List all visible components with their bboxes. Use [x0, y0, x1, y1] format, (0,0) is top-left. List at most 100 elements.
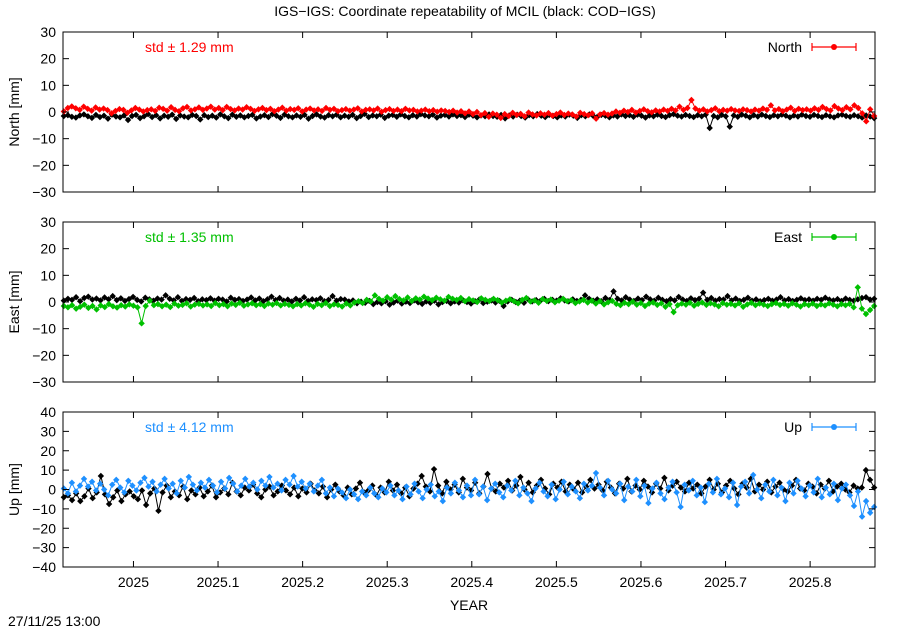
up-data-point	[813, 490, 820, 497]
up-data-point	[825, 477, 833, 484]
north-data-point	[706, 124, 713, 132]
north-data-point	[783, 106, 790, 113]
north-data-point	[231, 107, 238, 114]
north-data-point	[823, 105, 830, 113]
east-y-tick-label: 10	[40, 267, 56, 283]
up-data-point	[447, 490, 455, 497]
up-data-point	[258, 494, 265, 501]
north-data-point	[213, 114, 220, 121]
north-data-point	[726, 123, 733, 130]
up-data-point	[713, 475, 721, 483]
up-data-point	[669, 478, 676, 485]
north-data-point	[429, 111, 437, 118]
up-data-point	[282, 487, 290, 494]
up-data-point	[200, 493, 207, 500]
east-data-point	[728, 297, 735, 304]
north-data-point	[497, 114, 504, 122]
up-y-ticks: 40 30 20 10 0 −10 −20 −30 −40	[32, 404, 875, 575]
up-data-point	[188, 487, 195, 494]
up-data-point	[850, 502, 858, 510]
north-data-point	[261, 112, 268, 119]
north-data-point	[672, 107, 679, 114]
east-data-point	[329, 292, 336, 300]
up-data-point	[68, 496, 76, 504]
north-data-point	[755, 107, 763, 114]
up-data-point	[572, 488, 580, 495]
up-data-point	[72, 488, 80, 495]
up-data-point	[645, 499, 652, 507]
up-data-point	[237, 492, 244, 499]
east-data-point	[150, 302, 158, 309]
up-data-point	[104, 492, 112, 499]
east-data-point	[264, 296, 271, 303]
north-data-point	[787, 104, 794, 111]
north-data-point	[730, 112, 737, 119]
up-data-point	[541, 485, 549, 492]
north-data-point	[164, 113, 172, 120]
north-data-point	[325, 112, 332, 119]
up-data-point	[314, 482, 322, 489]
east-data-point	[699, 299, 706, 306]
east-data-point	[667, 295, 674, 303]
up-data-point	[318, 476, 326, 484]
north-data-point	[517, 110, 524, 118]
up-data-point	[578, 489, 586, 496]
up-data-point	[475, 491, 483, 498]
up-data-point	[814, 475, 821, 483]
north-data-point	[326, 106, 334, 114]
north-data-point	[167, 104, 175, 111]
north-data-point	[247, 105, 254, 112]
north-data-point	[84, 105, 91, 112]
north-data-point	[100, 112, 108, 119]
up-data-point	[229, 480, 237, 487]
east-data-point	[793, 296, 800, 304]
north-y-tick-label: −10	[32, 131, 56, 147]
north-data-point	[616, 109, 624, 116]
up-data-point	[295, 493, 302, 500]
east-data-point	[825, 300, 833, 307]
up-data-point	[125, 477, 132, 484]
up-data-point	[274, 480, 281, 487]
north-data-point	[646, 112, 653, 119]
up-data-point	[238, 482, 245, 489]
east-data-point	[817, 301, 825, 308]
east-data-point	[850, 304, 857, 311]
east-data-point	[418, 300, 426, 308]
up-data-point	[149, 478, 156, 485]
north-data-point	[175, 108, 183, 115]
east-data-point	[604, 299, 612, 306]
east-data-point	[732, 295, 739, 302]
up-data-point	[733, 501, 741, 509]
up-data-point	[395, 487, 402, 494]
east-data-point	[555, 297, 563, 304]
up-data-point	[786, 479, 793, 486]
east-data-point	[813, 302, 821, 310]
up-data-point	[673, 478, 680, 485]
north-data-point	[265, 113, 272, 121]
north-data-point	[842, 112, 850, 120]
up-data-point	[419, 495, 426, 502]
east-data-point	[781, 297, 788, 304]
east-data-point	[846, 296, 853, 304]
north-data-point	[541, 111, 548, 118]
north-data-point	[803, 106, 810, 113]
north-data-point	[723, 107, 731, 114]
up-data-point	[717, 491, 725, 498]
up-data-point	[866, 476, 874, 484]
north-data-point	[831, 102, 838, 110]
north-data-point	[802, 112, 810, 120]
north-data-point	[739, 106, 747, 113]
east-data-point	[826, 296, 833, 303]
up-data-point	[451, 479, 459, 486]
north-data-point	[277, 114, 284, 122]
east-data-point	[777, 294, 784, 301]
up-data-point	[782, 497, 789, 505]
east-data-point	[162, 301, 170, 308]
east-data-point	[805, 302, 812, 309]
north-data-point	[855, 104, 862, 112]
north-data-point	[245, 112, 252, 120]
north-legend-label: North	[768, 39, 802, 55]
east-data-point	[535, 299, 542, 306]
up-data-point	[225, 491, 232, 498]
up-data-point	[379, 485, 386, 492]
